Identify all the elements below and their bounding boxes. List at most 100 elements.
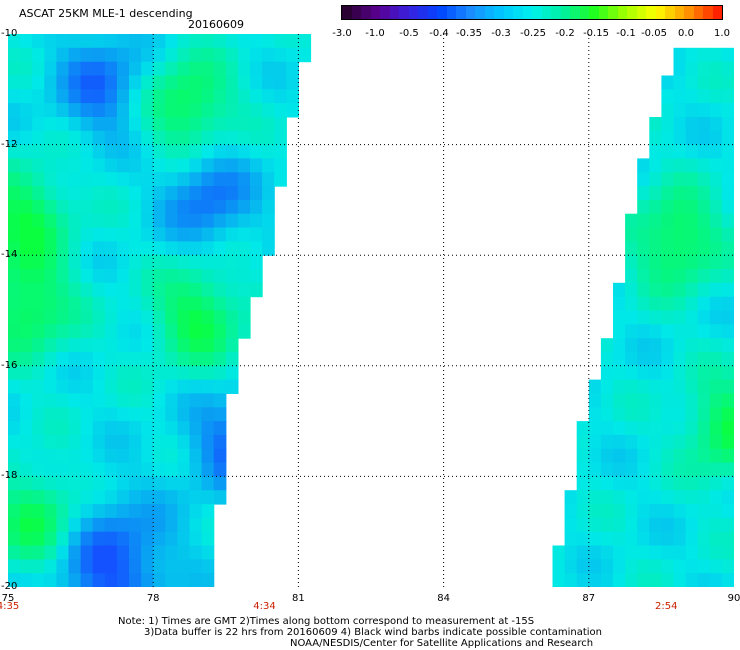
data-cell xyxy=(661,504,675,519)
data-cell xyxy=(201,172,215,187)
data-cell xyxy=(673,462,687,477)
data-cell xyxy=(661,393,675,408)
colorbar-swatch xyxy=(342,6,352,19)
data-cell xyxy=(564,490,578,505)
data-cell xyxy=(56,130,70,146)
data-cell xyxy=(129,241,142,256)
colorbar-tick-label: -3.0 xyxy=(332,28,352,39)
data-cell xyxy=(104,517,118,533)
data-cell xyxy=(153,269,166,284)
data-cell xyxy=(68,421,82,436)
data-cell xyxy=(165,504,178,519)
data-cell xyxy=(141,559,154,574)
data-cell xyxy=(649,365,662,381)
data-cell xyxy=(20,517,33,533)
data-cell xyxy=(104,296,118,312)
data-cell xyxy=(600,352,614,367)
data-cell xyxy=(104,213,118,229)
data-cell xyxy=(32,89,45,104)
data-cell xyxy=(213,393,227,408)
data-cell xyxy=(32,365,45,381)
data-cell xyxy=(80,213,94,229)
data-cell xyxy=(697,407,711,422)
data-cell xyxy=(141,421,154,436)
data-cell xyxy=(237,310,251,325)
data-cell xyxy=(141,34,154,49)
data-cell xyxy=(250,269,263,284)
data-cell xyxy=(92,144,106,159)
data-cell xyxy=(189,448,203,464)
data-cell xyxy=(673,89,687,104)
data-cell xyxy=(274,117,287,132)
data-cell xyxy=(32,117,45,132)
data-cell xyxy=(141,296,154,312)
data-cell xyxy=(80,352,94,367)
data-cell xyxy=(201,476,215,491)
map-svg xyxy=(8,34,734,587)
data-cell xyxy=(613,296,626,312)
data-cell xyxy=(92,352,106,367)
data-cell xyxy=(661,476,675,491)
data-cell xyxy=(104,34,118,49)
data-cell xyxy=(625,434,638,450)
data-cell xyxy=(685,296,699,312)
data-cell xyxy=(661,338,675,353)
data-cell xyxy=(80,269,94,284)
data-cell xyxy=(44,573,57,587)
data-cell xyxy=(8,365,21,381)
data-cell xyxy=(68,559,82,574)
data-cell xyxy=(709,352,723,367)
data-cell xyxy=(213,269,227,284)
data-cell xyxy=(104,227,118,242)
data-cell xyxy=(213,352,227,367)
data-cell xyxy=(237,130,251,146)
data-cell xyxy=(201,144,215,159)
data-cell xyxy=(104,75,118,90)
data-cell xyxy=(201,365,215,381)
data-cell xyxy=(625,448,638,464)
data-cell xyxy=(68,448,82,464)
data-cell xyxy=(165,75,178,90)
data-cell xyxy=(189,324,203,339)
data-cell xyxy=(237,324,251,339)
data-cell xyxy=(697,89,711,104)
data-cell xyxy=(165,324,178,339)
data-cell xyxy=(250,186,263,201)
data-cell xyxy=(649,186,662,201)
colorbar-labels: -3.0 -1.0 -0.5 -0.4 -0.35 -0.3 -0.25 -0.2 -0.15-… xyxy=(330,28,730,40)
data-cell xyxy=(213,407,227,422)
data-cell xyxy=(637,296,650,312)
data-cell xyxy=(721,338,734,353)
data-cell xyxy=(649,531,662,547)
data-cell xyxy=(20,324,33,339)
data-cell xyxy=(44,172,57,187)
data-cell xyxy=(673,186,687,201)
data-cell xyxy=(625,490,638,505)
data-cell xyxy=(189,338,203,353)
data-cell xyxy=(625,379,638,394)
data-cell xyxy=(116,490,130,505)
data-cell xyxy=(80,47,94,63)
data-cell xyxy=(637,434,650,450)
data-cell xyxy=(213,421,227,436)
data-cell xyxy=(104,324,118,339)
data-cell xyxy=(189,434,203,450)
data-cell xyxy=(625,213,638,229)
data-cell xyxy=(8,103,21,118)
data-cell xyxy=(153,365,166,381)
data-cell xyxy=(274,34,287,49)
data-cell xyxy=(600,545,614,560)
data-cell xyxy=(165,531,178,547)
data-cell xyxy=(104,61,118,77)
data-cell xyxy=(177,75,191,90)
data-cell xyxy=(8,421,21,436)
data-cell xyxy=(189,421,203,436)
data-cell xyxy=(709,365,723,381)
data-cell xyxy=(661,269,675,284)
data-cell xyxy=(92,324,106,339)
colorbar-swatch xyxy=(703,6,713,19)
colorbar-swatch xyxy=(627,6,637,19)
data-cell xyxy=(213,296,227,312)
data-cell xyxy=(213,434,227,450)
data-cell xyxy=(201,393,215,408)
